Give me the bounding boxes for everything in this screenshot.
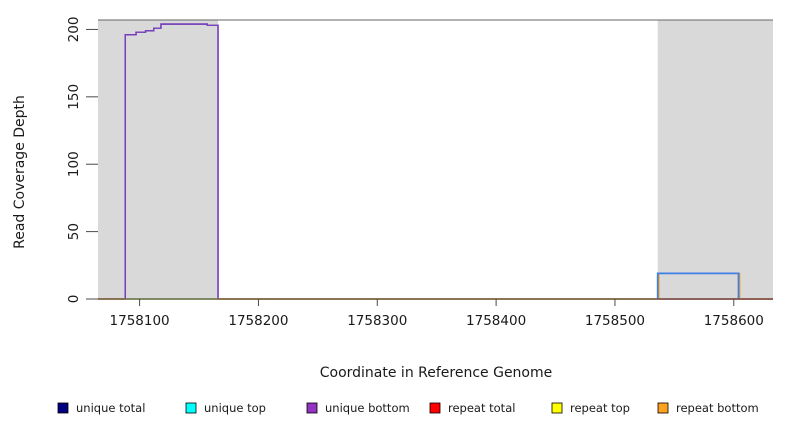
legend-entry-5: repeat bottom [657,401,759,415]
legend-entry-1: unique top [185,401,266,415]
chart-legend: unique total unique top unique bottom repea… [57,401,759,415]
y-tick-label-0: 0 [66,295,82,304]
region-left [98,20,219,299]
legend-label-unique-total: unique total [76,401,145,415]
region-right [657,20,773,299]
right-box-blue [656,272,740,299]
legend-label-unique-bottom: unique bottom [325,401,410,415]
x-tick-label-2: 1758300 [347,313,407,329]
legend-swatch-unique-bottom [306,402,318,414]
legend-label-repeat-bottom: repeat bottom [676,401,759,415]
y-tick-label-1: 50 [66,223,82,240]
y-tick-label-3: 150 [66,84,82,110]
legend-swatch-repeat-total [429,402,441,414]
legend-swatch-unique-top [185,402,197,414]
legend-entry-0: unique total [57,401,145,415]
legend-entry-3: repeat total [429,401,515,415]
axis-layer: 1758100 1758200 1758300 1758400 1758500 17586… [66,17,773,329]
x-tick-label-0: 1758100 [110,313,170,329]
legend-swatch-repeat-top [551,402,563,414]
x-tick-label-3: 1758400 [466,313,526,329]
y-tick-label-2: 100 [66,151,82,177]
x-tick-label-5: 1758600 [704,313,764,329]
x-axis-title: Coordinate in Reference Genome [320,365,553,381]
x-tick-label-4: 1758500 [585,313,645,329]
x-tick-label-1: 1758200 [228,313,288,329]
y-axis-title: Read Coverage Depth [12,95,28,249]
legend-swatch-repeat-bottom [657,402,669,414]
legend-swatch-unique-total [57,402,69,414]
shaded-region-layer [98,19,773,299]
legend-entry-2: unique bottom [306,401,410,415]
legend-entry-4: repeat top [551,401,630,415]
y-tick-label-4: 200 [66,17,82,43]
legend-label-unique-top: unique top [204,401,266,415]
legend-label-repeat-total: repeat total [448,401,515,415]
legend-label-repeat-top: repeat top [570,401,630,415]
series-unique-bottom [98,23,773,300]
